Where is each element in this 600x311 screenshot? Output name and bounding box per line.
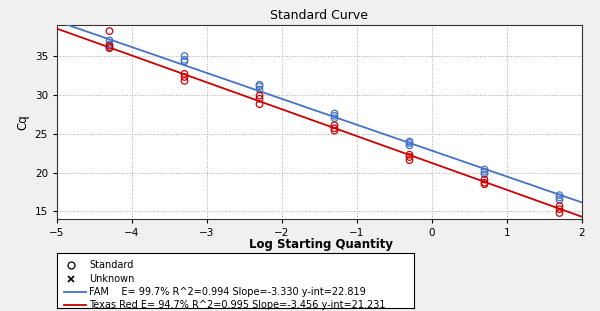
Point: [555, 207, 565, 212]
Point: [480, 182, 490, 187]
Point: [104, 38, 114, 43]
Point: [330, 128, 340, 133]
Point: [480, 177, 490, 182]
Point: [179, 75, 189, 80]
Point: [104, 46, 114, 51]
Point: [480, 180, 490, 185]
Point: [254, 84, 264, 89]
Point: [104, 43, 114, 48]
Point: [404, 141, 414, 146]
Y-axis label: Cq: Cq: [16, 114, 29, 130]
Point: [480, 169, 490, 174]
Point: [555, 195, 565, 200]
Point: [330, 126, 340, 131]
Point: [104, 29, 114, 34]
Point: [330, 111, 340, 116]
Text: FAM    E= 99.7% R^2=0.994 Slope=-3.330 y-int=22.819: FAM E= 99.7% R^2=0.994 Slope=-3.330 y-in…: [89, 286, 366, 297]
Text: Log Starting Quantity: Log Starting Quantity: [249, 238, 393, 251]
Point: [179, 57, 189, 62]
Point: [404, 143, 414, 148]
Text: Standard: Standard: [89, 260, 134, 271]
Point: [330, 123, 340, 128]
Point: [254, 87, 264, 92]
Point: [330, 113, 340, 118]
Text: Unknown: Unknown: [89, 273, 134, 284]
Point: [404, 152, 414, 157]
Point: [254, 93, 264, 98]
Point: [254, 96, 264, 101]
Point: [179, 59, 189, 64]
Point: [480, 167, 490, 172]
Point: [179, 53, 189, 58]
Point: [330, 116, 340, 121]
Point: [179, 78, 189, 83]
Point: [104, 45, 114, 50]
Point: [555, 204, 565, 209]
Point: [555, 197, 565, 202]
Point: [404, 139, 414, 144]
Point: [179, 71, 189, 76]
Point: [555, 193, 565, 198]
Point: [555, 211, 565, 216]
Point: [480, 172, 490, 177]
Title: Standard Curve: Standard Curve: [271, 9, 368, 22]
Point: [404, 158, 414, 163]
Point: [254, 102, 264, 107]
Point: [404, 155, 414, 160]
Text: Texas Red E= 94.7% R^2=0.995 Slope=-3.456 y-int=21.231: Texas Red E= 94.7% R^2=0.995 Slope=-3.45…: [89, 299, 386, 310]
Point: [104, 42, 114, 47]
Point: [254, 82, 264, 87]
